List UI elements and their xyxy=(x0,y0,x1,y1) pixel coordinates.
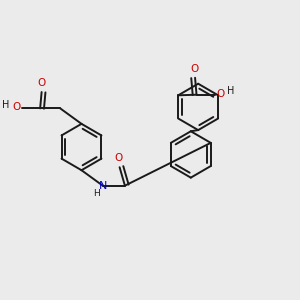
Text: H: H xyxy=(227,86,235,96)
Text: O: O xyxy=(216,88,224,98)
Text: N: N xyxy=(99,181,107,191)
Text: O: O xyxy=(114,153,122,164)
Text: H: H xyxy=(2,100,9,110)
Text: O: O xyxy=(38,78,46,88)
Text: H: H xyxy=(93,190,100,199)
Text: O: O xyxy=(190,64,199,74)
Text: O: O xyxy=(12,102,21,112)
